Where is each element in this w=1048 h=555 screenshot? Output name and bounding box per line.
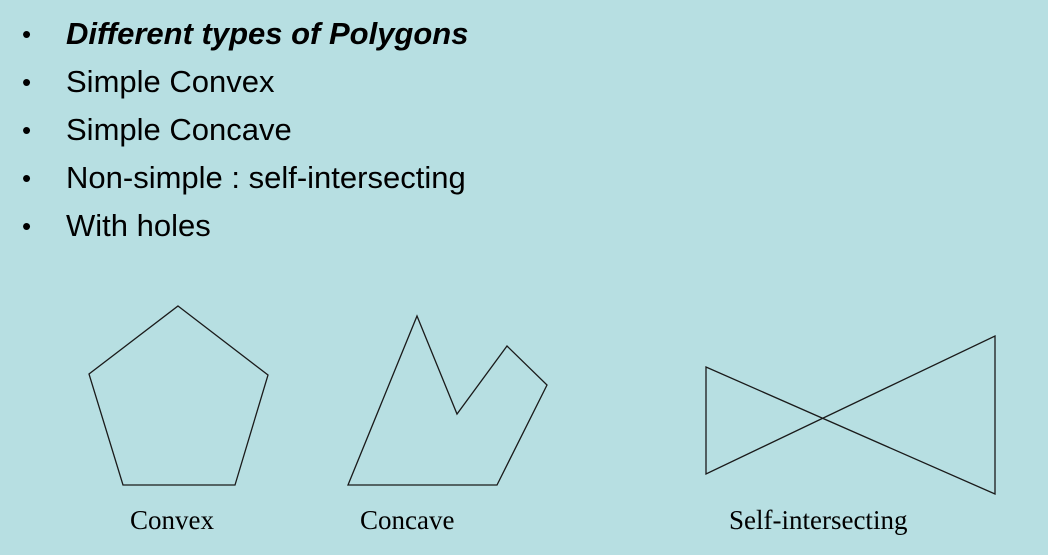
bullet-item-heading: • Different types of Polygons	[0, 12, 469, 60]
bullet-text: Non-simple : self-intersecting	[66, 160, 466, 195]
bullet-dot: •	[22, 163, 32, 193]
bullet-text: Different types of Polygons	[66, 16, 469, 51]
self-intersecting-bowtie-shape	[705, 334, 996, 495]
bullet-item: • Simple Concave	[0, 108, 469, 156]
self-intersecting-caption: Self-intersecting	[729, 505, 908, 535]
convex-caption: Convex	[130, 505, 214, 535]
bullet-text: With holes	[66, 208, 211, 243]
bullet-item: • Non-simple : self-intersecting	[0, 156, 469, 204]
concave-polygon-shape	[347, 314, 548, 486]
bullet-text: Simple Concave	[66, 112, 292, 147]
bullet-dot: •	[22, 115, 32, 145]
bullet-item: • Simple Convex	[0, 60, 469, 108]
bullet-list: • Different types of Polygons • Simple C…	[0, 12, 469, 252]
bullet-dot: •	[22, 67, 32, 97]
bullet-dot: •	[22, 19, 32, 49]
bullet-text: Simple Convex	[66, 64, 275, 99]
convex-pentagon-shape	[88, 305, 269, 486]
concave-caption: Concave	[360, 505, 455, 535]
bullet-item: • With holes	[0, 204, 469, 252]
bullet-dot: •	[22, 211, 32, 241]
